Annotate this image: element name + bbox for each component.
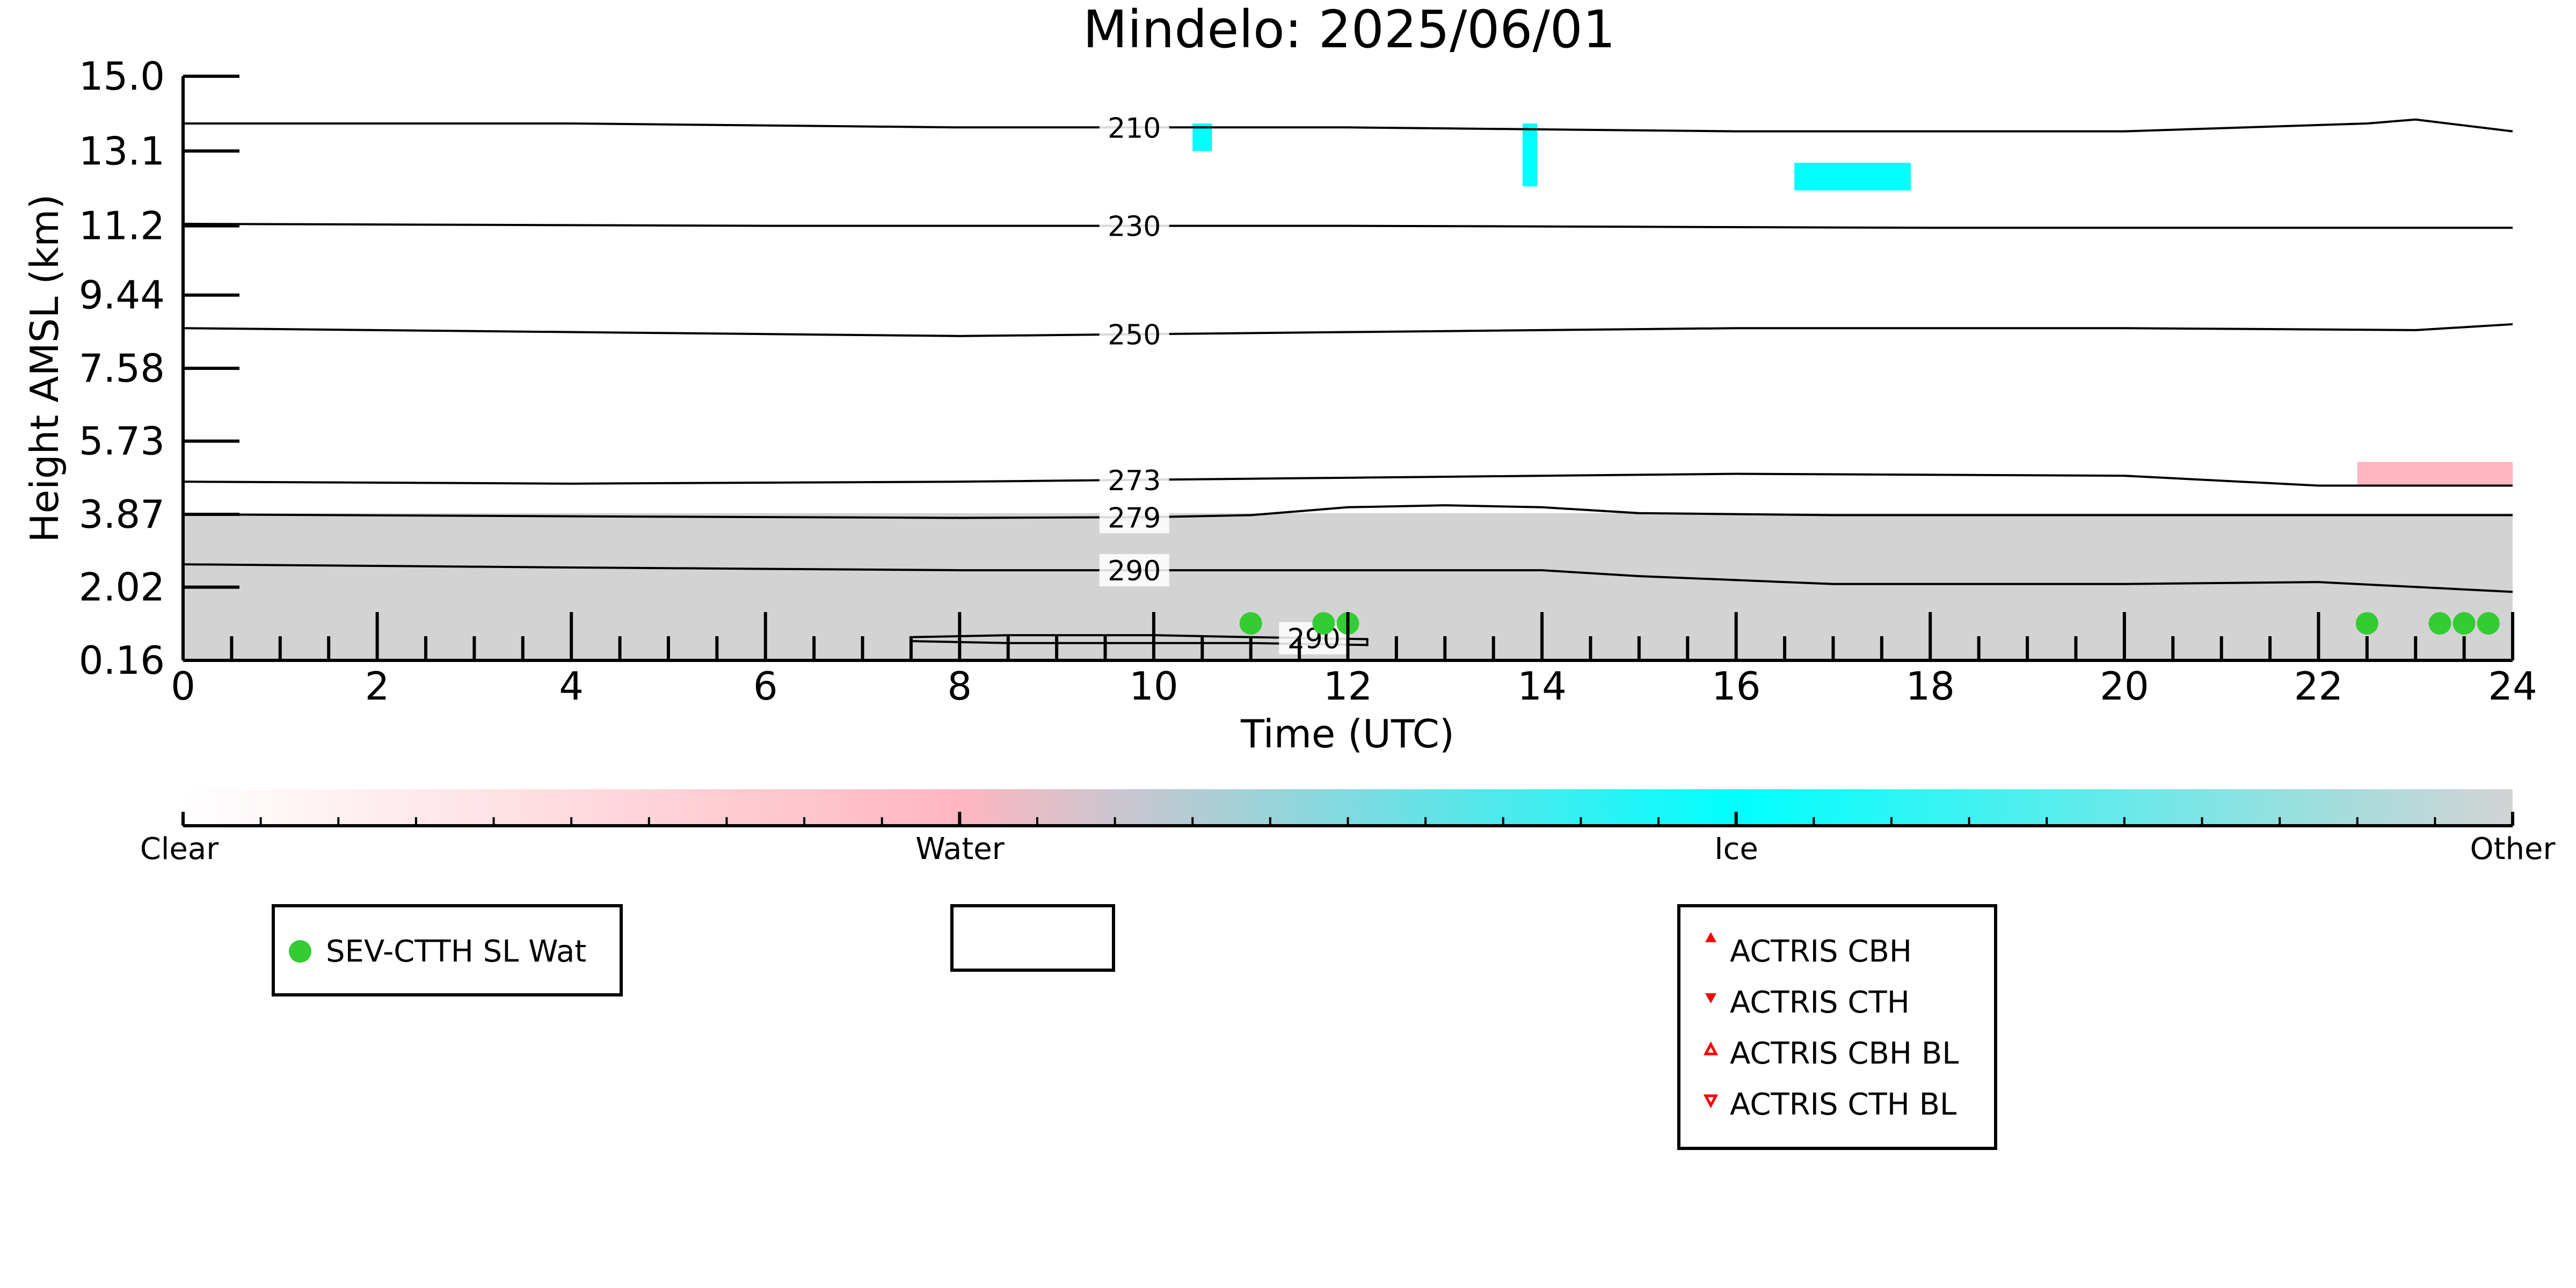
colorbar-label-ice: Ice — [1714, 832, 1758, 867]
series-point-0-1 — [1312, 612, 1335, 635]
isotherm-line-6 — [911, 634, 1369, 646]
x-tick-label: 6 — [753, 664, 778, 709]
isotherm-line-4 — [183, 504, 2513, 519]
x-axis-label: Time (UTC) — [1240, 711, 1454, 756]
x-tick-label: 24 — [2488, 664, 2537, 709]
legend-sev-frame — [272, 904, 623, 996]
isotherm-label-1: 230 — [1108, 211, 1161, 243]
colorbar-ticks — [181, 812, 2514, 826]
chart-title: Mindelo: 2025/06/01 — [1083, 0, 1616, 60]
region-ice-4 — [1794, 163, 1911, 191]
series-point-0-4 — [2428, 612, 2451, 635]
y-ticks: 0.16 2.02 3.87 5.73 7.58 9.44 11.2 13.1 15.0 — [79, 54, 239, 683]
x-tick-label: 12 — [1323, 664, 1373, 709]
legend-actris-cbh-bl-label: ACTRIS CBH BL — [1730, 1036, 1959, 1071]
x-tick-label: 0 — [171, 664, 195, 709]
x-tick-label: 20 — [2100, 664, 2149, 709]
legend-actris-frame — [1677, 904, 1997, 1150]
y-tick-label: 11.2 — [79, 203, 165, 249]
series-point-0-3 — [2355, 612, 2378, 635]
legend-actris-cth-bl-marker — [1703, 1094, 1719, 1109]
series-point-0-5 — [2453, 612, 2476, 635]
isotherm-label-4: 279 — [1108, 502, 1161, 534]
isotherm-label-2: 250 — [1108, 319, 1161, 352]
series-point-0-6 — [2477, 612, 2500, 635]
y-tick-label: 7.58 — [79, 346, 165, 391]
isotherm-line-3 — [183, 472, 2513, 487]
x-tick-label: 18 — [1905, 664, 1955, 709]
y-tick-label: 15.0 — [79, 54, 165, 99]
legend-sev: SEV-CTTH SL Wat — [272, 904, 623, 996]
legend-actris-cth-bl-label: ACTRIS CTH BL — [1730, 1087, 1956, 1122]
isotherm-label-bg-1 — [1099, 209, 1169, 242]
isotherm-label-5: 290 — [1108, 555, 1161, 587]
colorbar: Clear Water Ice Other — [140, 789, 2556, 867]
y-tick-label: 13.1 — [79, 128, 165, 173]
series-point-0-0 — [1239, 612, 1262, 635]
legend-actris-cth-marker — [1705, 993, 1716, 1003]
isotherm-label-0: 210 — [1108, 112, 1161, 144]
legend-actris-cbh-marker — [1705, 932, 1716, 942]
colorbar-label-clear: Clear — [140, 832, 219, 867]
isotherm-label-3: 273 — [1108, 465, 1161, 497]
isotherm-label-bg-2 — [1099, 318, 1169, 351]
x-tick-label: 22 — [2294, 664, 2344, 709]
legend-empty-frame — [950, 904, 1115, 972]
colorbar-label-other: Other — [2470, 832, 2556, 867]
x-tick-label: 2 — [365, 664, 390, 709]
isotherm-line-0 — [183, 118, 2513, 133]
y-axis-label: Height AMSL (km) — [22, 194, 67, 543]
x-tick-label: 4 — [559, 664, 584, 709]
legend-actris-cbh-label: ACTRIS CBH — [1730, 934, 1912, 969]
region-water-1 — [2357, 462, 2513, 486]
isotherm-label-bg-3 — [1099, 463, 1169, 496]
y-tick-label: 3.87 — [79, 492, 165, 537]
isotherm-label-bg-4 — [1099, 501, 1169, 534]
legend-empty — [950, 904, 1115, 972]
legend-actris-cbh-bl-marker — [1703, 1041, 1719, 1056]
x-tick-label: 8 — [947, 664, 972, 709]
x-ticks: 0 2 4 6 8 10 12 14 16 18 20 22 24 — [171, 612, 2537, 709]
y-tick-label: 5.73 — [79, 419, 165, 464]
legend-sev-label: SEV-CTTH SL Wat — [326, 934, 586, 969]
x-tick-label: 16 — [1712, 664, 1761, 709]
legend-actris: ACTRIS CBH ACTRIS CTH ACTRIS CBH BL ACTR… — [1677, 904, 1997, 1150]
isotherm-label-bg-0 — [1099, 111, 1169, 144]
y-tick-label: 9.44 — [79, 273, 165, 318]
y-tick-label: 0.16 — [79, 638, 165, 683]
x-tick-label: 14 — [1517, 664, 1567, 709]
region-ice-3 — [1522, 123, 1538, 187]
x-tick-label: 10 — [1129, 664, 1178, 709]
colorbar-label-water: Water — [915, 832, 1005, 867]
isotherm-line-2 — [183, 323, 2513, 337]
isotherm-line-5 — [183, 563, 2513, 593]
isotherm-label-bg-5 — [1099, 554, 1169, 587]
isotherm-line-1 — [183, 222, 2513, 229]
legend-sev-marker — [289, 940, 311, 963]
legend-actris-cth-label: ACTRIS CTH — [1730, 985, 1910, 1020]
y-tick-label: 2.02 — [79, 565, 165, 610]
